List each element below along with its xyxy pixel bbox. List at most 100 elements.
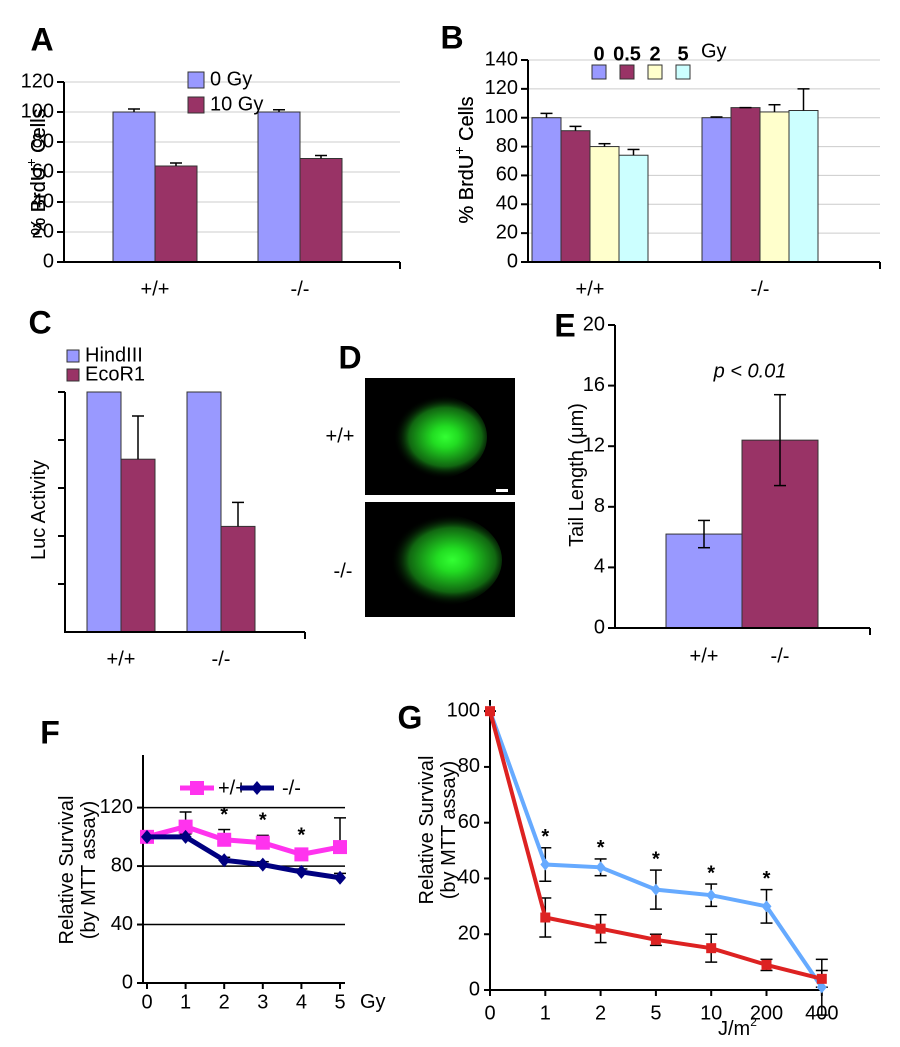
marker <box>761 900 772 913</box>
y-tick-label: 20 <box>32 220 54 242</box>
x-tick-label: -/- <box>771 645 790 667</box>
label-part: Cells <box>28 108 50 158</box>
legend-label: -/- <box>282 777 301 799</box>
panel-letter: F <box>40 714 60 750</box>
scale-bar <box>496 489 508 492</box>
label-part: (by MTT assay) <box>438 761 460 900</box>
x-tick-label: +/+ <box>690 645 719 667</box>
label-part: Tail Length (μm) <box>566 403 588 547</box>
y-tick-label: 0 <box>507 250 518 272</box>
bar <box>112 111 156 263</box>
bar <box>299 158 343 263</box>
label-part: Cells <box>456 96 478 146</box>
label-part: Cells <box>28 108 50 158</box>
comet-image <box>365 378 515 617</box>
marker <box>179 829 192 844</box>
significance-star: * <box>763 868 771 890</box>
error-bar <box>170 162 182 166</box>
significance-star: * <box>298 824 306 846</box>
legend-swatch <box>619 64 635 80</box>
label-part: + <box>23 158 39 166</box>
annotation: p < 0.01 <box>713 360 787 382</box>
x-tick-label: +/+ <box>107 648 136 670</box>
marker <box>217 832 232 847</box>
marker <box>650 883 661 896</box>
marker <box>333 840 347 855</box>
label-part: Luc Activity <box>28 460 50 560</box>
legend-swatch <box>187 96 205 114</box>
error-bar <box>315 154 327 159</box>
y-tick-label: 0 <box>43 250 54 272</box>
y-tick-label: 120 <box>100 796 133 818</box>
marker <box>540 912 551 923</box>
y-axis-label: % BrdU+ Cells <box>23 108 51 235</box>
x-tick-label: 2 <box>595 1002 606 1024</box>
marker <box>255 835 270 850</box>
bar <box>120 458 156 633</box>
y-tick-label: 16 <box>583 374 605 396</box>
legend-swatch <box>66 349 80 363</box>
significance-star: * <box>220 804 228 826</box>
marker <box>816 981 827 994</box>
label-part: (by MTT assay) <box>78 801 100 940</box>
error-bar <box>710 116 723 118</box>
label-part: + <box>451 146 467 154</box>
marker <box>595 923 606 934</box>
bar <box>618 154 649 263</box>
x-tick-label: 200 <box>750 1002 783 1024</box>
y-axis-label: (by MTT assay) <box>78 801 100 940</box>
legend-label: 0 <box>593 43 604 65</box>
significance-star: * <box>707 862 715 884</box>
y-tick-label: 40 <box>32 190 54 212</box>
label-part: % BrdU <box>28 167 50 236</box>
marker <box>256 857 269 872</box>
marker <box>650 934 661 945</box>
legend-label: 5 <box>677 43 688 65</box>
label-part: + <box>451 146 467 154</box>
marker <box>595 861 606 874</box>
x-axis-label: Gy <box>360 991 386 1013</box>
row-label: -/- <box>334 560 353 582</box>
x-tick-label: 5 <box>650 1002 661 1024</box>
x-tick-label: 5 <box>334 991 345 1013</box>
y-tick-label: 0 <box>594 616 605 638</box>
y-axis-label: Relative Survival <box>56 796 78 945</box>
y-tick-label: 80 <box>496 135 518 157</box>
y-tick-label: 80 <box>111 854 133 876</box>
legend-label: 0.5 <box>613 43 641 65</box>
panel-letter: D <box>338 339 361 375</box>
marker <box>178 819 193 834</box>
x-tick-label: +/+ <box>576 278 605 300</box>
bar <box>701 117 732 263</box>
label-part: 2 <box>750 1015 757 1029</box>
bar <box>186 391 222 633</box>
y-axis-label: % BrdU+ Cells <box>23 108 51 235</box>
marker <box>485 706 495 717</box>
y-axis-label: (by MTT assay) <box>438 761 460 900</box>
marker <box>141 829 153 844</box>
y-tick-label: 60 <box>458 811 480 833</box>
error-bar <box>273 109 285 112</box>
error-bar <box>627 148 640 156</box>
y-axis-label: Relative Survival <box>416 756 438 905</box>
label-part: Relative Survival <box>416 756 438 905</box>
error-bar <box>797 88 810 111</box>
bar <box>531 117 562 263</box>
y-tick-label: 80 <box>458 755 480 777</box>
label-part: Cells <box>28 108 50 158</box>
legend-swatch <box>675 64 691 80</box>
y-tick-label: 20 <box>496 221 518 243</box>
legend-swatch <box>187 71 205 89</box>
x-tick-label: 3 <box>257 991 268 1013</box>
error-bar <box>698 519 710 549</box>
x-tick-label: -/- <box>212 648 231 670</box>
significance-star: * <box>597 837 605 859</box>
legend-swatch <box>66 368 80 382</box>
panel-letter: B <box>440 19 463 55</box>
series-line <box>146 824 341 857</box>
error-bar <box>232 501 244 527</box>
label-part: + <box>23 158 39 166</box>
x-tick-label: 2 <box>219 991 230 1013</box>
bar <box>257 111 301 263</box>
significance-star: * <box>259 810 267 832</box>
